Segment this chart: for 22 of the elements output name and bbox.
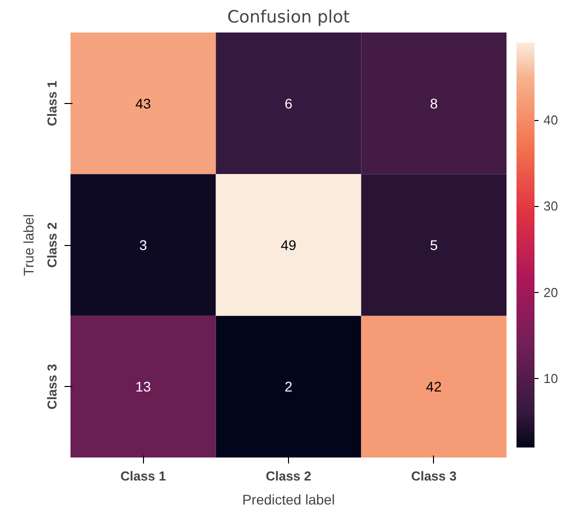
x-axis-title: Predicted label: [242, 492, 335, 508]
data-label: 13: [135, 378, 152, 395]
y-tick-label: Class 1: [44, 80, 60, 126]
data-label: 8: [430, 95, 438, 112]
data-label: 43: [135, 95, 152, 112]
x-tick-label: Class 2: [266, 468, 312, 484]
color-bar-label: 20: [544, 284, 558, 300]
data-label: 49: [280, 237, 296, 253]
x-tick-label: Class 1: [120, 468, 166, 484]
color-bar-label: 40: [544, 112, 558, 128]
y-tick-label: Class 2: [44, 222, 60, 268]
data-label: 6: [284, 95, 293, 112]
color-bar-label: 10: [544, 371, 558, 386]
chart-title: Confusion plot: [227, 8, 350, 28]
y-tick-label: Class 3: [44, 364, 60, 410]
data-label: 42: [426, 378, 442, 395]
x-tick-label: Class 3: [411, 468, 457, 484]
data-label: 3: [139, 237, 148, 253]
data-label: 2: [284, 378, 293, 395]
y-axis-title: True label: [20, 214, 36, 276]
color-bar-label: 30: [544, 198, 558, 214]
data-label: 5: [430, 237, 438, 253]
